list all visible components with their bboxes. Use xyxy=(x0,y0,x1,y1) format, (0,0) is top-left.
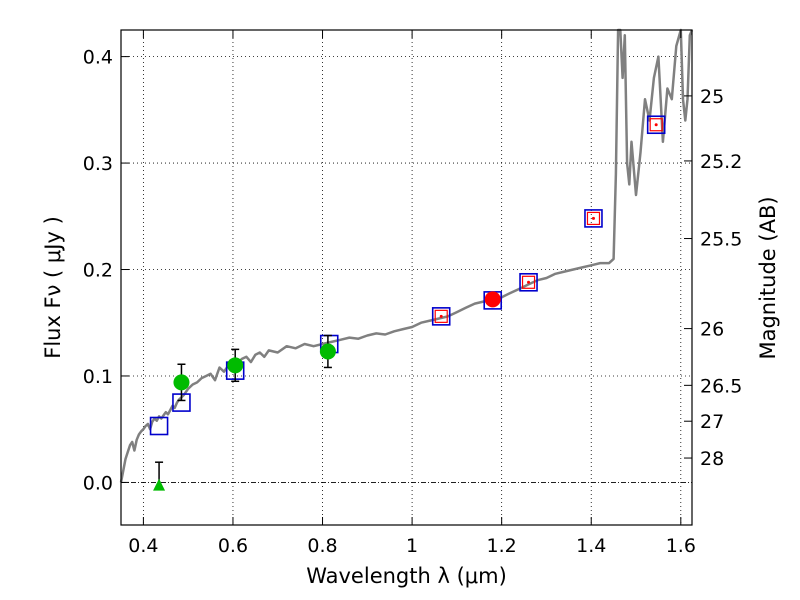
detection-point xyxy=(173,374,190,391)
detection-point xyxy=(227,357,244,374)
mag-tick-label: 28 xyxy=(700,448,724,470)
model-flux-square xyxy=(584,209,603,228)
mag-tick-label: 25.5 xyxy=(700,229,742,251)
model-flux-square xyxy=(646,115,666,135)
model-flux-square xyxy=(149,416,169,436)
limit-square xyxy=(649,118,663,132)
model-spectrum-line xyxy=(119,28,694,483)
limit-dot xyxy=(527,280,531,284)
x-tick-label: 1.4 xyxy=(576,535,606,557)
x-tick-label: 0.6 xyxy=(218,535,248,557)
limit-square xyxy=(586,211,601,226)
upper-limit-triangle xyxy=(153,478,166,491)
plot-frame xyxy=(120,29,693,526)
mag-tick-label: 26 xyxy=(700,319,724,341)
mag-tick-label: 25.2 xyxy=(700,151,742,173)
limit-square xyxy=(434,309,448,323)
data-points-layer xyxy=(149,115,666,491)
limit-dot xyxy=(591,216,595,220)
x-tick-label: 0.4 xyxy=(128,535,158,557)
x-tick-label: 1.6 xyxy=(666,535,696,557)
x-tick-label: 1 xyxy=(406,535,418,557)
y-tick-label: 0.1 xyxy=(83,366,113,388)
grid-lines xyxy=(121,30,692,525)
mag-tick-label: 25 xyxy=(700,86,724,108)
x-tick-label: 0.8 xyxy=(307,535,337,557)
limit-square xyxy=(521,275,536,289)
limit-dot xyxy=(439,314,443,318)
axis-ticks: 0.4 0.6 0.8 1 1.2 1.4 1.6 0.0 0.1 0.2 0.3 0.4 25 25.2… xyxy=(83,30,742,557)
model-flux-square xyxy=(431,307,451,326)
detection-point xyxy=(319,343,336,360)
limit-dot xyxy=(654,123,658,127)
model-flux-square xyxy=(519,272,538,292)
mag-tick-label: 27 xyxy=(700,411,724,433)
mag-tick-label: 26.5 xyxy=(700,375,742,397)
y-tick-label: 0.3 xyxy=(83,153,113,175)
right-axis-title: Magnitude (AB) xyxy=(756,196,780,359)
detection-point xyxy=(484,291,501,308)
y-tick-label: 0.0 xyxy=(83,472,113,494)
y-tick-label: 0.4 xyxy=(83,47,113,69)
x-axis-title: Wavelength λ (μm) xyxy=(306,564,507,588)
x-tick-label: 1.2 xyxy=(487,535,517,557)
model-spectrum-layer xyxy=(119,28,694,483)
y-tick-label: 0.2 xyxy=(83,260,113,282)
y-axis-title: Flux Fν ( μJy ) xyxy=(41,216,65,359)
